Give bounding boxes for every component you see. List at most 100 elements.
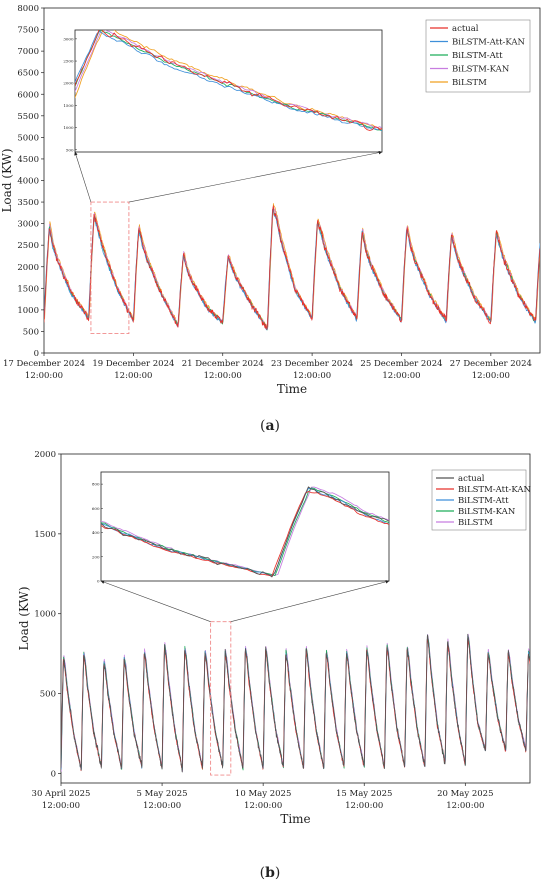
x-tick-label: 15 May 2025: [336, 789, 392, 799]
x-tick-label: 25 December 2024: [360, 359, 442, 369]
x-tick-label-time: 12:00:00: [204, 371, 242, 381]
inset-series-line-bilstm: [101, 486, 389, 576]
y-tick-label: 3000: [17, 220, 39, 230]
y-tick-label: 4500: [17, 155, 39, 165]
y-tick-label: 1000: [34, 610, 56, 620]
inset-y-tick-label: 1500: [63, 103, 74, 108]
y-tick-label: 1000: [17, 306, 39, 316]
panel-b-label: (b): [260, 865, 281, 881]
inset-frame: [100, 471, 390, 582]
zoom-connector-right: [128, 150, 383, 203]
legend-entry: BiLSTM-Att: [458, 496, 509, 506]
x-tick-label-time: 12:00:00: [446, 801, 484, 811]
zoom-connector-left: [74, 151, 92, 203]
x-tick-label: 10 May 2025: [235, 789, 291, 799]
inset-series-line-bilstm-att-kan: [75, 31, 382, 132]
y-tick-label: 0: [34, 349, 39, 359]
x-tick-label: 19 December 2024: [92, 359, 174, 369]
y-tick-label: 4000: [17, 177, 39, 187]
y-tick-label: 2000: [34, 450, 56, 460]
series-group: [44, 203, 540, 331]
x-tick-label: 30 April 2025: [32, 789, 91, 799]
panel-a-chart: 0 500 1000 1500 2000 2500 3000 3500 4000 4500 5000…: [0, 4, 541, 396]
inset-y-tick-label: 600: [92, 506, 100, 511]
y-tick-label: 1500: [34, 530, 56, 540]
legend-entry: BiLSTM-Att: [452, 51, 503, 61]
series-line-bilstm: [44, 203, 540, 328]
plot-frame: [60, 453, 531, 784]
legend-entry: BiLSTM-Att-KAN: [458, 485, 532, 495]
inset-y-tick-label: 200: [92, 554, 100, 559]
inset-series-line-bilstm: [75, 30, 382, 130]
y-tick-label: 5500: [17, 112, 39, 122]
y-axis-title: Load (KW): [17, 586, 31, 650]
series-line-bilstm-kan: [61, 634, 530, 771]
y-tick-label: 7500: [17, 26, 39, 36]
x-tick-label-time: 12:00:00: [293, 371, 331, 381]
zoom-connector-left: [100, 580, 211, 622]
x-tick-label: 23 December 2024: [271, 359, 353, 369]
legend-box: [425, 19, 531, 93]
x-tick-label: 5 May 2025: [137, 789, 188, 799]
y-tick-label: 500: [23, 327, 39, 337]
inset-series-line-actual: [101, 486, 389, 578]
x-tick-label-time: 12:00:00: [244, 801, 282, 811]
legend-entry: BiLSTM-KAN: [452, 65, 510, 75]
panel-a-label: (a): [260, 418, 280, 434]
series-line-actual: [44, 205, 540, 330]
series-line-bilstm-att: [61, 635, 530, 771]
x-tick-label-time: 12:00:00: [114, 371, 152, 381]
legend-entry: BiLSTM: [452, 78, 487, 88]
inset-series-line-actual: [75, 30, 382, 131]
zoom-window: [210, 621, 232, 776]
inset-y-tick-label: 500: [66, 147, 74, 152]
inset-series-group: [101, 486, 389, 578]
y-tick-label: 2500: [17, 241, 39, 251]
x-tick-label-time: 12:00:00: [472, 371, 510, 381]
inset-series-group: [75, 30, 382, 132]
y-tick-label: 7000: [17, 47, 39, 57]
legend-entry: actual: [452, 24, 479, 34]
legend-entry: BiLSTM-KAN: [458, 507, 516, 517]
inset-frame: [74, 29, 383, 153]
y-tick-label: 1500: [17, 284, 39, 294]
y-tick-label: 5000: [17, 133, 39, 143]
legend-entry: actual: [458, 474, 485, 484]
legend-entry: BiLSTM: [458, 518, 493, 528]
series-line-bilstm-att-kan: [61, 638, 530, 772]
x-axis-title: Time: [277, 382, 307, 396]
x-tick-label: 21 December 2024: [182, 359, 264, 369]
x-tick-label: 27 December 2024: [450, 359, 532, 369]
inset-y-tick-label: 0: [97, 579, 100, 584]
inset-y-tick-label: 3000: [63, 36, 74, 41]
series-line-bilstm-att-kan: [44, 208, 540, 331]
inset-y-tick-label: 2500: [63, 59, 74, 64]
y-tick-label: 500: [40, 690, 56, 700]
x-tick-label-time: 12:00:00: [382, 371, 420, 381]
x-tick-label: 20 May 2025: [437, 789, 493, 799]
x-tick-label-time: 12:00:00: [25, 371, 63, 381]
series-line-bilstm-att: [44, 208, 540, 331]
series-line-bilstm: [61, 633, 530, 772]
y-tick-label: 6000: [17, 90, 39, 100]
y-tick-label: 0: [51, 769, 56, 779]
y-axis-title: Load (KW): [0, 148, 14, 212]
series-line-bilstm-kan: [44, 206, 540, 330]
x-tick-label-time: 12:00:00: [345, 801, 383, 811]
inset-y-tick-label: 800: [92, 482, 100, 487]
y-tick-label: 8000: [17, 4, 39, 14]
x-tick-label: 17 December 2024: [3, 359, 85, 369]
zoom-connector-right: [230, 580, 390, 622]
series-line-actual: [61, 633, 530, 773]
inset-y-tick-label: 2000: [63, 81, 74, 86]
x-tick-label-time: 12:00:00: [42, 801, 80, 811]
inset-y-tick-label: 1000: [63, 125, 74, 130]
x-axis-title: Time: [280, 812, 310, 826]
legend-entry: BiLSTM-Att-KAN: [452, 38, 526, 48]
x-tick-label-time: 12:00:00: [143, 801, 181, 811]
y-tick-label: 2000: [17, 263, 39, 273]
y-tick-label: 6500: [17, 69, 39, 79]
y-tick-label: 3500: [17, 198, 39, 208]
